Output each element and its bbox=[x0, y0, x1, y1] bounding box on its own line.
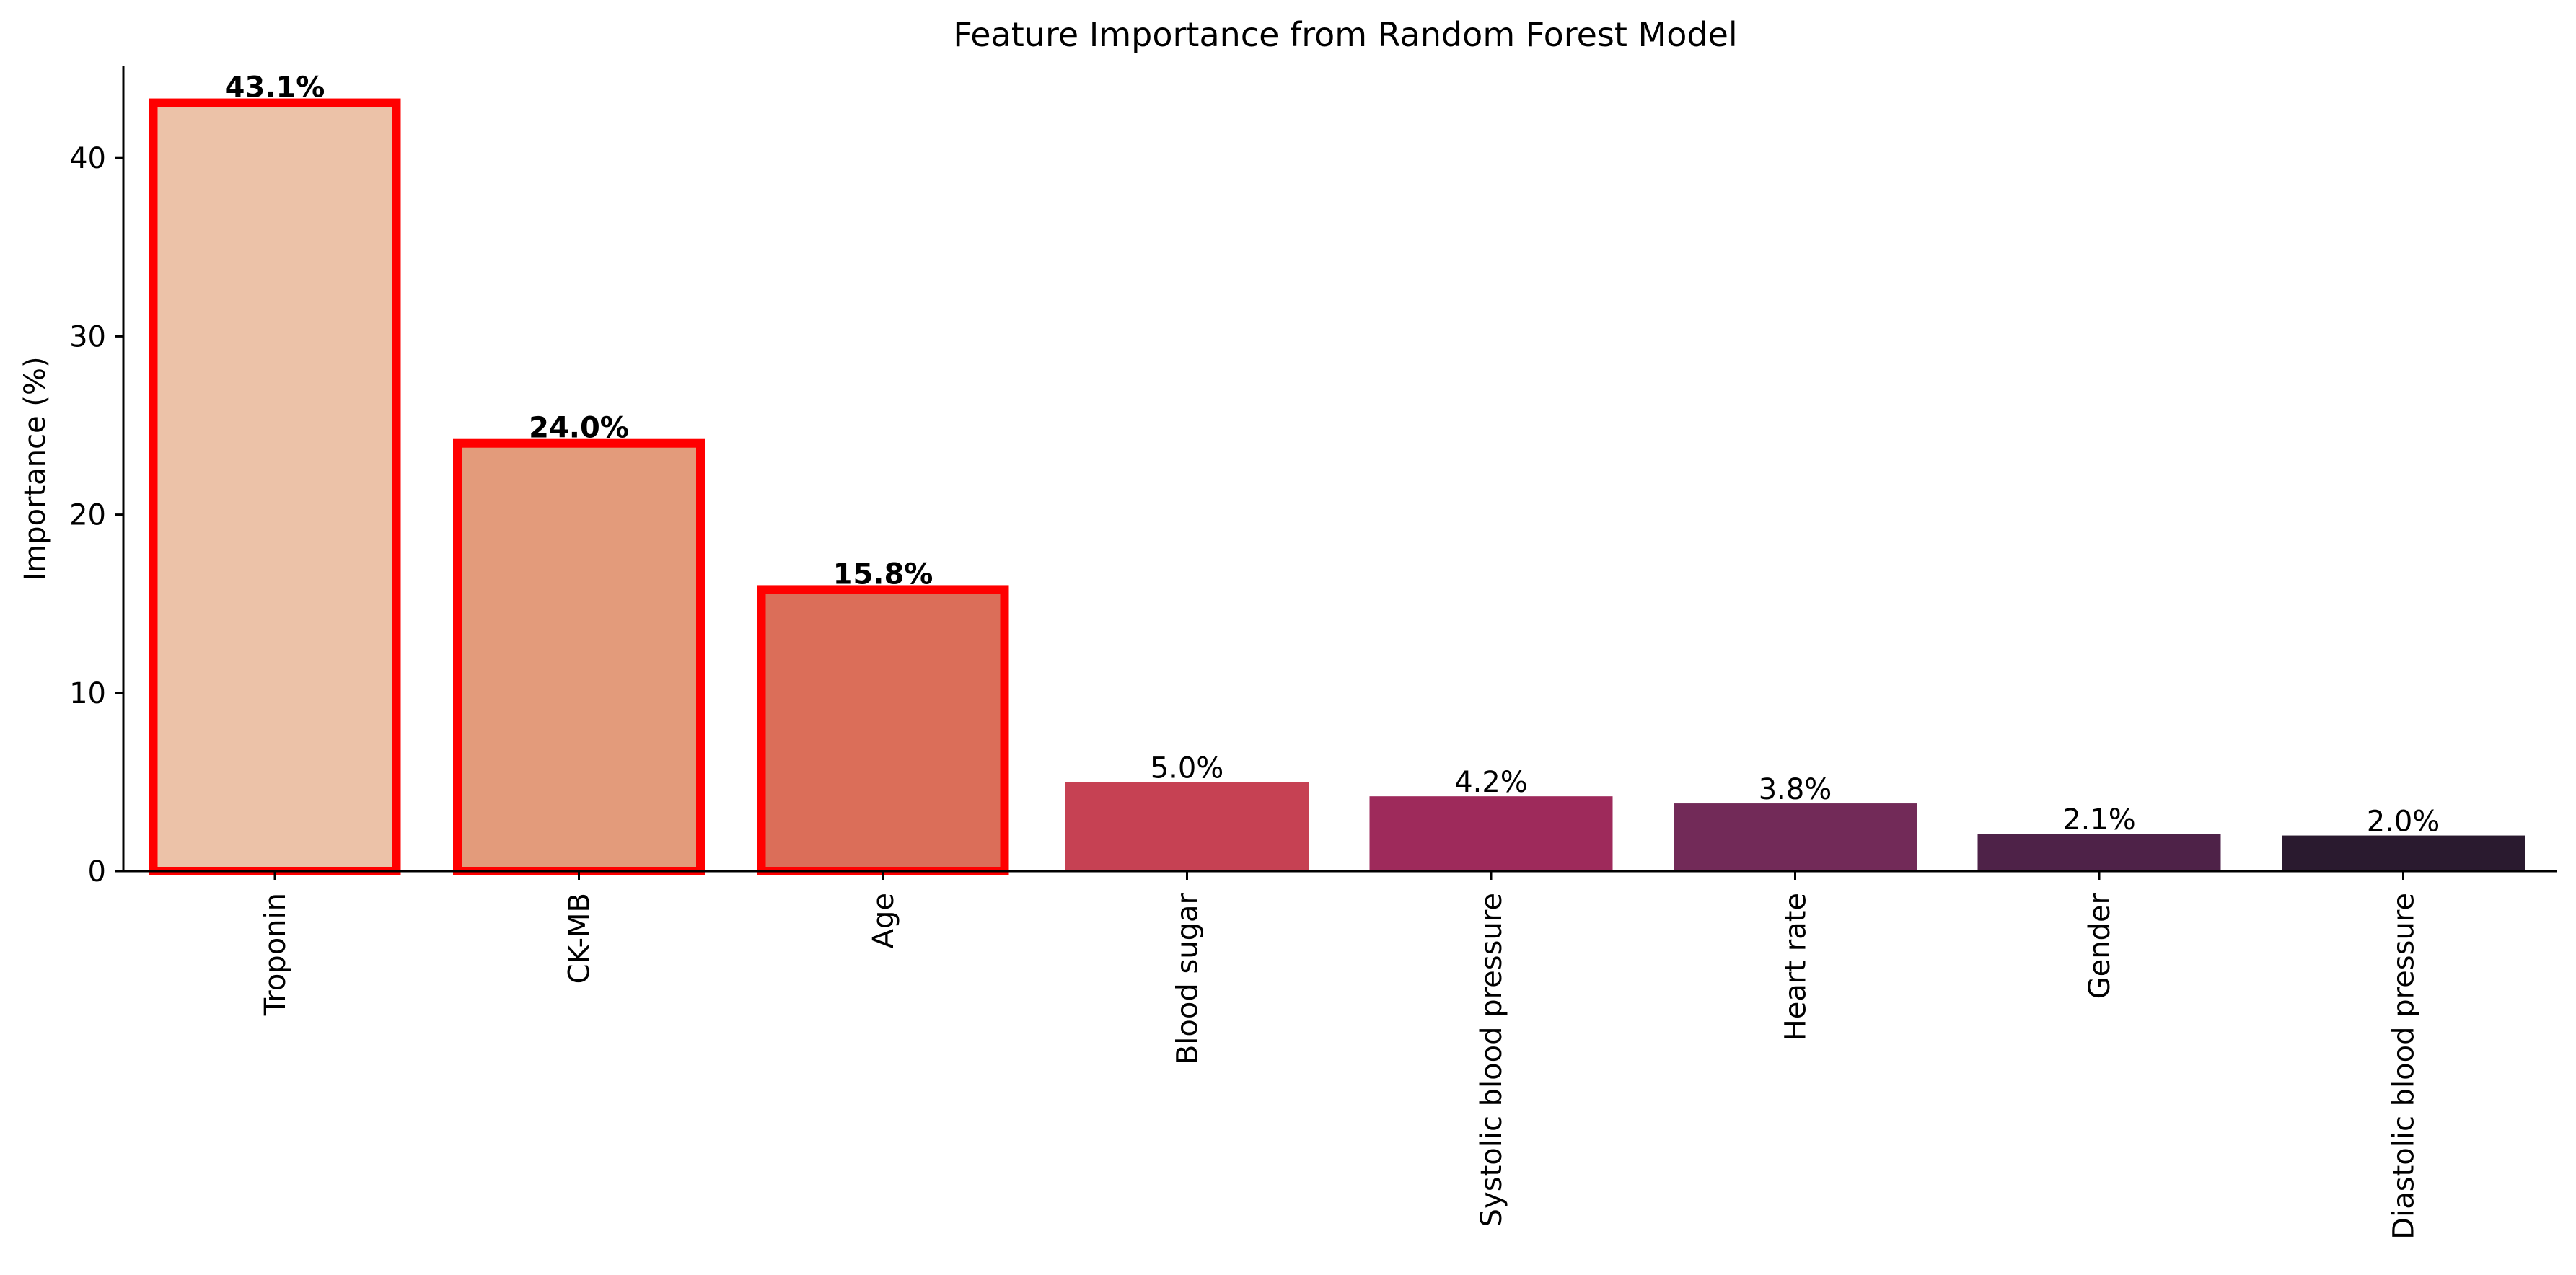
bars bbox=[149, 98, 2525, 875]
value-label: 15.8% bbox=[833, 557, 933, 591]
x-tick-label: Troponin bbox=[259, 893, 292, 1016]
x-tick-label: Blood sugar bbox=[1171, 892, 1205, 1064]
bar-systolic-blood-pressure bbox=[1369, 796, 1613, 871]
value-label: 43.1% bbox=[225, 71, 325, 105]
x-tick-label: Systolic blood pressure bbox=[1475, 893, 1508, 1227]
x-tick-label: CK-MB bbox=[563, 893, 597, 984]
y-tick-label: 0 bbox=[88, 855, 106, 888]
y-tick-label: 30 bbox=[69, 320, 106, 353]
value-label: 2.0% bbox=[2367, 806, 2440, 839]
x-tick-label: Heart rate bbox=[1780, 893, 1813, 1041]
axes bbox=[122, 66, 2557, 873]
value-label: 24.0% bbox=[529, 412, 629, 445]
x-tick-label: Gender bbox=[2083, 892, 2116, 999]
bar-age bbox=[757, 585, 1009, 875]
x-tick-label: Diastolic blood pressure bbox=[2388, 893, 2421, 1240]
bar-troponin bbox=[149, 98, 401, 875]
y-axis-label: Importance (%) bbox=[19, 356, 52, 581]
bar-gender bbox=[1977, 834, 2221, 871]
y-tick-label: 40 bbox=[69, 142, 106, 175]
value-label: 4.2% bbox=[1454, 766, 1528, 799]
bar-ck-mb bbox=[453, 438, 705, 875]
x-ticks: Troponin CK-MB Age Blood sugar Systolic bloo… bbox=[259, 871, 2421, 1240]
value-labels: 43.1% 24.0% 15.8% 5.0% 4.2% 3.8% 2.1% 2.0% bbox=[225, 71, 2440, 839]
bar-heart-rate bbox=[1674, 803, 1917, 871]
y-tick-label: 20 bbox=[69, 499, 106, 532]
value-label: 2.1% bbox=[2062, 803, 2136, 837]
chart-title: Feature Importance from Random Forest Mo… bbox=[953, 15, 1737, 54]
x-tick-label: Age bbox=[867, 893, 900, 948]
y-tick-label: 10 bbox=[69, 677, 106, 710]
bar-diastolic-blood-pressure bbox=[2282, 835, 2525, 871]
value-label: 3.8% bbox=[1759, 773, 1832, 806]
bar-blood-sugar bbox=[1065, 782, 1309, 871]
y-ticks: 0 10 20 30 40 bbox=[69, 142, 123, 888]
value-label: 5.0% bbox=[1151, 751, 1224, 785]
